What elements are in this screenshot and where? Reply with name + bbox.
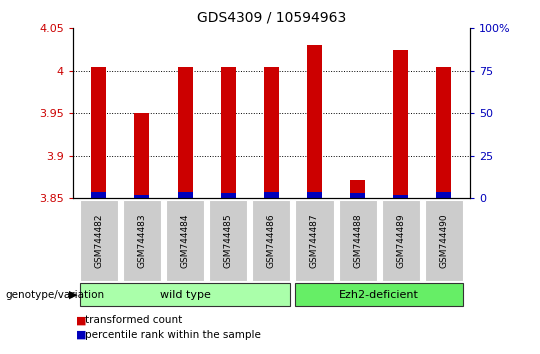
Text: genotype/variation: genotype/variation bbox=[5, 290, 105, 300]
Bar bbox=[91, 192, 106, 198]
Text: transformed count: transformed count bbox=[85, 315, 183, 325]
Text: wild type: wild type bbox=[160, 290, 211, 300]
Bar bbox=[307, 192, 322, 198]
Text: ▶: ▶ bbox=[69, 290, 77, 300]
Bar bbox=[393, 195, 408, 198]
Bar bbox=[221, 67, 236, 198]
Text: GSM744489: GSM744489 bbox=[396, 213, 406, 268]
Bar bbox=[91, 67, 106, 198]
Text: GSM744484: GSM744484 bbox=[180, 213, 190, 268]
Text: ■: ■ bbox=[76, 330, 86, 339]
Text: percentile rank within the sample: percentile rank within the sample bbox=[85, 330, 261, 339]
Bar bbox=[307, 45, 322, 198]
Bar bbox=[350, 193, 365, 198]
Text: GSM744485: GSM744485 bbox=[224, 213, 233, 268]
Bar bbox=[134, 195, 150, 198]
Bar bbox=[436, 67, 451, 198]
Bar bbox=[436, 192, 451, 198]
Bar bbox=[178, 67, 193, 198]
Bar bbox=[350, 181, 365, 198]
Bar bbox=[178, 192, 193, 198]
Text: ■: ■ bbox=[76, 315, 86, 325]
Bar bbox=[264, 192, 279, 198]
Text: GSM744487: GSM744487 bbox=[310, 213, 319, 268]
Text: GSM744490: GSM744490 bbox=[440, 213, 448, 268]
Text: GSM744486: GSM744486 bbox=[267, 213, 276, 268]
Title: GDS4309 / 10594963: GDS4309 / 10594963 bbox=[197, 10, 346, 24]
Bar bbox=[264, 67, 279, 198]
Text: GSM744482: GSM744482 bbox=[94, 213, 103, 268]
Text: Ezh2-deficient: Ezh2-deficient bbox=[339, 290, 419, 300]
Bar bbox=[393, 50, 408, 198]
Bar bbox=[221, 193, 236, 198]
Text: GSM744483: GSM744483 bbox=[137, 213, 146, 268]
Text: GSM744488: GSM744488 bbox=[353, 213, 362, 268]
Bar bbox=[134, 113, 150, 198]
